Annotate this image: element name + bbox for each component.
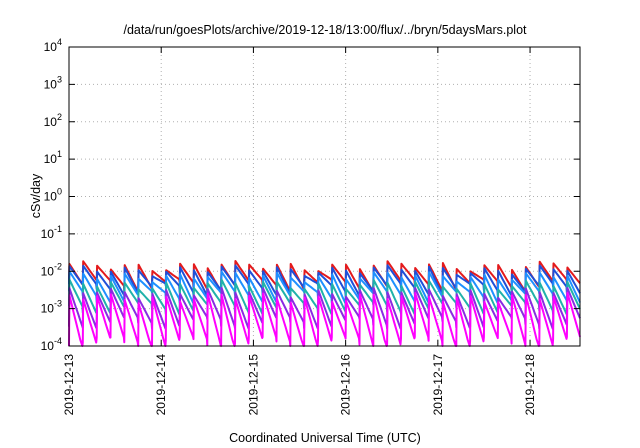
x-tick-label: 2019-12-15 <box>246 354 260 416</box>
y-tick-label: 10-1 <box>41 224 62 241</box>
grid <box>69 47 580 346</box>
x-tick-label: 2019-12-17 <box>431 354 445 416</box>
y-tick-label: 10-2 <box>41 261 62 278</box>
series-line <box>68 286 581 330</box>
series-line <box>68 278 581 315</box>
y-tick-label: 103 <box>44 74 62 91</box>
x-tick-label: 2019-12-16 <box>339 354 353 416</box>
series-group <box>68 260 581 347</box>
x-tick-label: 2019-12-18 <box>523 354 537 416</box>
x-axis-label: Coordinated Universal Time (UTC) <box>229 431 421 445</box>
x-tick-label: 2019-12-13 <box>62 354 76 416</box>
y-axis-label: cSv/day <box>29 173 43 218</box>
series-line <box>68 291 581 347</box>
y-tick-label: 100 <box>44 187 62 204</box>
y-tick-label: 102 <box>44 112 62 129</box>
axis-ticks: 10-4 10-3 10-2 10-1 100 101 102 103 104 2019-12-1… <box>41 37 580 415</box>
y-tick-label: 104 <box>44 37 62 54</box>
y-tick-label: 10-3 <box>41 299 62 316</box>
y-tick-label: 10-4 <box>41 336 62 353</box>
series-line <box>68 260 581 293</box>
y-tick-label: 101 <box>44 149 62 166</box>
chart-title: /data/run/goesPlots/archive/2019-12-18/1… <box>123 23 527 37</box>
x-tick-label: 2019-12-14 <box>154 354 168 416</box>
series-line <box>68 264 581 297</box>
series-line <box>68 270 581 304</box>
